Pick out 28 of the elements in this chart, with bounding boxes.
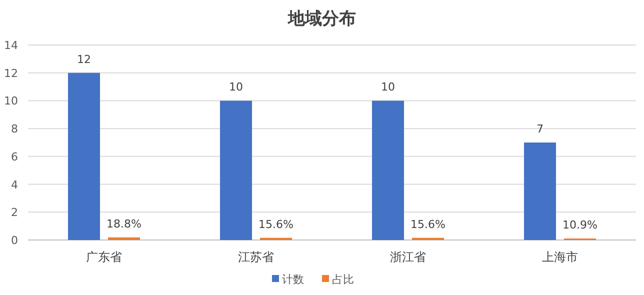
bar: [220, 100, 252, 240]
data-label: 10: [381, 80, 395, 94]
bar: [108, 237, 140, 240]
data-label: 15.6%: [258, 218, 294, 231]
y-tick-label: 0: [11, 234, 18, 247]
y-tick-label: 8: [11, 122, 18, 136]
data-label: 10.9%: [562, 218, 598, 232]
x-tick-label: 上海市: [542, 250, 578, 264]
y-tick-label: 2: [11, 206, 18, 220]
legend-label: 计数: [282, 273, 304, 286]
data-label: 10: [229, 80, 243, 94]
bar: [524, 142, 556, 240]
bar: [372, 100, 404, 240]
x-tick-label: 浙江省: [390, 250, 426, 264]
y-tick-label: 4: [11, 178, 18, 192]
y-tick-label: 14: [4, 39, 18, 52]
data-label: 15.6%: [410, 218, 446, 231]
y-tick-label: 6: [11, 150, 18, 164]
data-label: 7: [536, 122, 544, 136]
legend-label: 占比: [332, 273, 354, 286]
chart-title: 地域分布: [287, 9, 356, 29]
y-tick-label: 12: [4, 66, 18, 80]
data-label: 12: [77, 52, 91, 66]
x-tick-label: 广东省: [86, 250, 122, 264]
data-label: 18.8%: [106, 217, 142, 230]
y-tick-label: 10: [4, 94, 18, 108]
bar: [68, 72, 100, 240]
x-tick-label: 江苏省: [238, 250, 274, 264]
